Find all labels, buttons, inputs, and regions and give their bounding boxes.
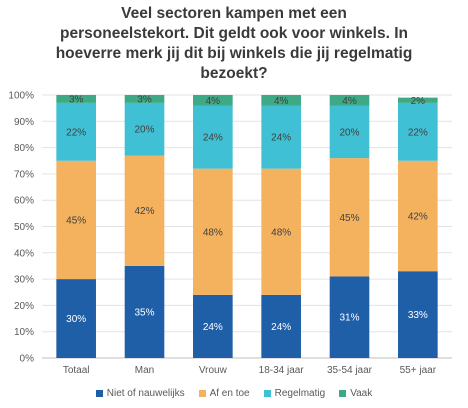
bar-segment [398,271,438,358]
legend-swatch [263,390,271,397]
chart-title-line: Veel sectoren kampen met een [121,5,347,22]
data-label: 45% [339,213,359,224]
legend-label: Af en toe [209,388,250,399]
chart-title-line: bezoekt? [200,65,268,82]
bar-segment [56,160,96,280]
data-label: 30% [66,314,86,325]
bar-segment [56,95,96,103]
bar-segment [398,97,438,103]
data-label: 42% [408,211,428,222]
stacked-bar-chart: 0% 10% 20% 30% 40% 50% 60% 70% 80% 90% 100% 30% 45%… [8,91,452,376]
data-label: 24% [271,133,291,144]
bar-segment [329,158,370,277]
legend-item: Niet of nauwelijks [95,388,185,399]
bar-segment [329,95,370,106]
data-label: 35% [134,307,154,318]
data-label: 45% [66,215,86,226]
legend-swatch [95,390,103,397]
data-label: 33% [408,310,428,321]
legend-label: Regelmatig [274,388,326,399]
data-label: 4% [206,96,221,107]
data-label: 42% [134,206,154,217]
bar-segment [193,168,233,295]
bars: 30% 45% 22% 3% 35% 42% 20% 3% 24% 48% 24% 4% 24% 48% 2… [56,94,438,358]
data-label: 20% [134,125,154,136]
data-label: 22% [408,127,428,138]
legend-label: Niet of nauwelijks [106,388,185,399]
y-tick-label: 50% [14,222,34,233]
x-tick-label: Vrouw [199,365,228,376]
gridlines [42,94,452,359]
bar-segment [124,95,165,103]
chart-title-line: personeelstekort. Dit geldt ook voor win… [60,25,408,42]
data-label: 3% [137,94,152,105]
bar-segment [56,279,96,358]
y-tick-label: 70% [14,169,34,180]
data-label: 4% [274,96,289,107]
data-label: 24% [271,322,291,333]
y-tick-label: 80% [14,143,34,154]
y-tick-label: 90% [14,117,34,128]
x-tick-label: Totaal [63,365,90,376]
bar-segment [193,105,233,169]
data-label: 24% [203,133,223,144]
y-tick-label: 30% [14,275,34,286]
chart-title-line: hoeverre merk jij dit bij winkels die ji… [55,45,413,62]
bar-segment [193,294,233,358]
legend-item: Vaak [339,388,372,399]
bar-segment [398,102,438,161]
data-label: 48% [203,227,223,238]
bar-segment [329,276,370,358]
x-axis-ticks: Totaal Man Vrouw 18-34 jaar 35-54 jaar 55+ ja… [63,365,437,376]
legend-item: Af en toe [198,388,250,399]
x-tick-label: 35-54 jaar [327,365,373,376]
bar-segment [193,95,233,106]
bar-segment [261,105,301,169]
bar-segment [124,102,165,156]
bar-segment [261,168,301,295]
bar-segment [261,95,301,106]
data-label: 2% [411,96,426,107]
bar-segment [329,105,370,159]
y-tick-label: 40% [14,248,34,259]
y-tick-label: 10% [14,327,34,338]
chart-title: Veel sectoren kampen met een personeelst… [0,4,468,84]
y-tick-label: 60% [14,196,34,207]
y-tick-label: 100% [8,91,34,102]
data-label: 20% [339,127,359,138]
legend-item: Regelmatig [263,388,326,399]
x-tick-label: 55+ jaar [400,365,437,376]
bar-segment [56,102,96,161]
data-label: 22% [66,127,86,138]
x-tick-label: 18-34 jaar [259,365,305,376]
legend: Niet of nauwelijks Af en toe Regelmatig Vaa… [0,388,468,399]
legend-swatch [339,390,347,397]
legend-swatch [198,390,206,397]
data-label: 31% [339,313,359,324]
y-tick-label: 0% [20,354,35,365]
y-tick-label: 20% [14,301,34,312]
data-label: 48% [271,227,291,238]
bar-segment [398,160,438,272]
bar-segment [124,155,165,266]
data-label: 4% [342,96,357,107]
bar-segment [261,294,301,358]
y-axis-ticks: 0% 10% 20% 30% 40% 50% 60% 70% 80% 90% 100% [8,91,34,365]
legend-label: Vaak [350,388,373,399]
x-tick-label: Man [135,365,154,376]
bar-segment [124,265,165,358]
data-label: 3% [69,94,84,105]
data-label: 24% [203,322,223,333]
